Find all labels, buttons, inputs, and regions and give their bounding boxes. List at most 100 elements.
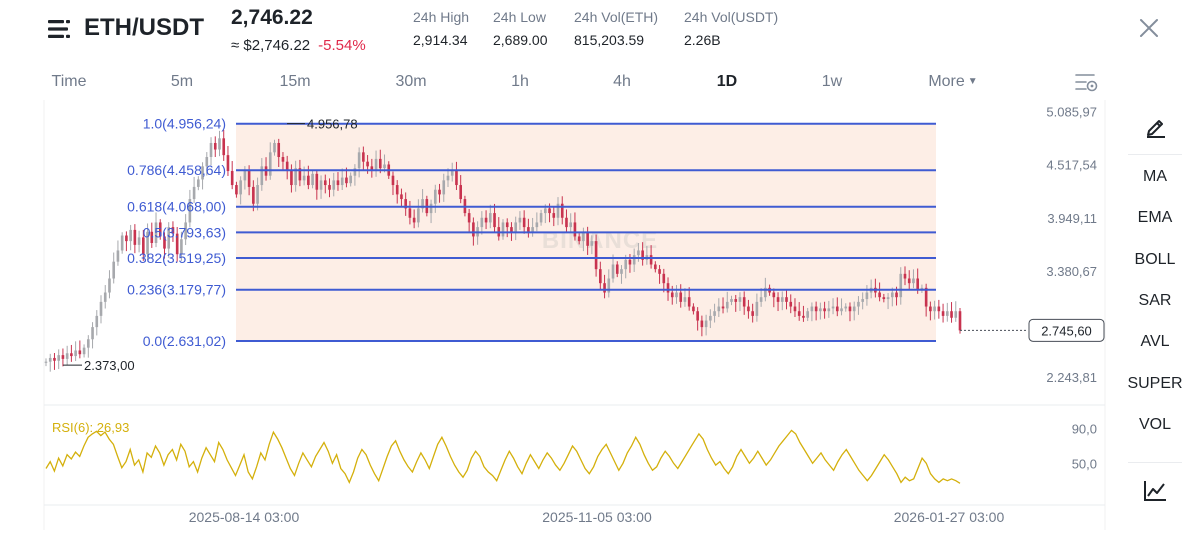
candle-body: [632, 255, 636, 265]
fib-retracement[interactable]: 1.0(4.956,24) 0.786(4.458,64) 0.618(4.068,…: [63, 116, 936, 373]
candle-body: [607, 278, 611, 293]
indicator-avl[interactable]: AVL: [1140, 333, 1170, 350]
price-axis-tick: 3.949,11: [1047, 211, 1097, 226]
candle-body: [522, 217, 526, 228]
candle-body: [937, 306, 941, 312]
price-change-percent: -5.54%: [318, 37, 366, 54]
indicator-ema[interactable]: EMA: [1137, 209, 1173, 226]
candle-body: [184, 222, 187, 240]
tab-5m[interactable]: 5m: [170, 73, 194, 90]
candle-body: [611, 264, 615, 279]
indicator-vol[interactable]: VOL: [1138, 416, 1171, 433]
pair-title[interactable]: ETH/USDT: [84, 14, 204, 41]
candle-body: [493, 213, 496, 228]
chart-settings-icon[interactable]: [1074, 71, 1098, 93]
rsi-axis-tick: 50,0: [1072, 456, 1097, 471]
tab-1h[interactable]: 1h: [511, 73, 529, 90]
candle-body: [615, 264, 619, 274]
candle-body: [552, 213, 556, 218]
candle-body: [44, 361, 48, 363]
candle-body: [586, 231, 589, 246]
candle-body: [180, 239, 183, 255]
candle-body: [404, 199, 407, 209]
candle-body: [835, 306, 839, 312]
fib-level-label: 0.618(4.068,00): [127, 199, 226, 215]
candle-body: [298, 168, 302, 181]
fib-level-label: 0.5(3.793,63): [143, 224, 226, 240]
candle-body: [700, 320, 704, 328]
pen-icon[interactable]: [1144, 114, 1168, 138]
candle-body: [819, 308, 822, 312]
candle-body: [751, 311, 754, 316]
candle-body: [243, 171, 247, 181]
fib-level-label: 0.786(4.458,64): [127, 162, 226, 178]
candle-body: [65, 353, 69, 359]
rsi-pane: RSI(6): 26,93 90,0 50,0: [45, 420, 1097, 485]
tab-1d[interactable]: 1D: [716, 73, 738, 90]
candle-body: [332, 180, 336, 190]
tab-more[interactable]: More ▼: [928, 73, 977, 91]
tab-4h[interactable]: 4h: [613, 73, 631, 90]
candle-body: [53, 357, 56, 361]
time-axis-label: 2026-01-27 03:00: [894, 509, 1005, 525]
candle-body: [848, 306, 852, 312]
tab-30m[interactable]: 30m: [395, 73, 427, 90]
candle-body: [319, 180, 323, 190]
candle-body: [772, 292, 776, 298]
candle-body: [764, 287, 767, 298]
indicator-super[interactable]: SUPER: [1127, 375, 1183, 392]
candle-body: [802, 315, 805, 318]
candle-body: [895, 292, 898, 298]
candle-body: [281, 157, 285, 162]
candle-body: [933, 306, 936, 312]
candle-body: [103, 292, 107, 302]
candle-body: [480, 217, 484, 228]
candle-body: [87, 339, 90, 348]
menu-icon[interactable]: [48, 18, 72, 40]
sidebar-divider: [1128, 154, 1182, 155]
candle-body: [226, 155, 230, 172]
indicator-ma[interactable]: MA: [1143, 168, 1167, 185]
low-label: 2.373,00: [84, 358, 135, 373]
indicator-boll[interactable]: BOLL: [1134, 251, 1176, 268]
stat-value: 815,203.59: [574, 32, 645, 48]
candle-body: [108, 278, 111, 293]
stat-24h-low: 24h Low 2,689.00: [493, 9, 548, 48]
tab-15m[interactable]: 15m: [279, 73, 311, 90]
candle-body: [814, 306, 818, 312]
close-icon[interactable]: [1138, 17, 1160, 39]
indicator-sar[interactable]: SAR: [1138, 292, 1172, 309]
fib-level-label: 0.236(3.179,77): [127, 282, 226, 298]
candle-body: [142, 237, 145, 255]
candle-body: [776, 297, 780, 302]
stat-24h-vol-eth: 24h Vol(ETH) 815,203.59: [574, 9, 658, 48]
candle-body: [408, 208, 412, 218]
candle-body: [823, 308, 826, 312]
stat-label: 24h High: [413, 9, 470, 25]
candle-body: [129, 229, 132, 242]
time-axis-label: 2025-11-05 03:00: [542, 509, 652, 525]
candle-body: [133, 229, 137, 245]
candle-body: [120, 235, 124, 251]
candle-body: [192, 186, 196, 200]
candle-body: [48, 357, 52, 362]
tab-1w[interactable]: 1w: [821, 73, 843, 90]
candle-body: [150, 231, 154, 243]
candle-body: [450, 171, 454, 176]
watermark: BINANCE: [542, 227, 658, 254]
candle-body: [599, 269, 602, 284]
price-chart[interactable]: BINANCE 1.0(4.956,24) 0.786(4.458,64) 0.61…: [0, 100, 1110, 530]
candle-body: [810, 306, 814, 312]
candle-body: [197, 179, 200, 187]
candle-body: [577, 236, 581, 242]
rsi-line: [45, 429, 961, 485]
candle-body: [323, 180, 327, 186]
candle-body: [620, 269, 623, 274]
candle-body: [252, 186, 255, 204]
line-chart-icon[interactable]: [1143, 480, 1167, 502]
candle-body: [738, 297, 742, 302]
fib-level-label: 0.0(2.631,02): [143, 333, 226, 349]
tab-time[interactable]: Time: [51, 73, 87, 90]
rsi-label: RSI(6): 26,93: [52, 420, 129, 435]
candle-body: [890, 292, 894, 298]
